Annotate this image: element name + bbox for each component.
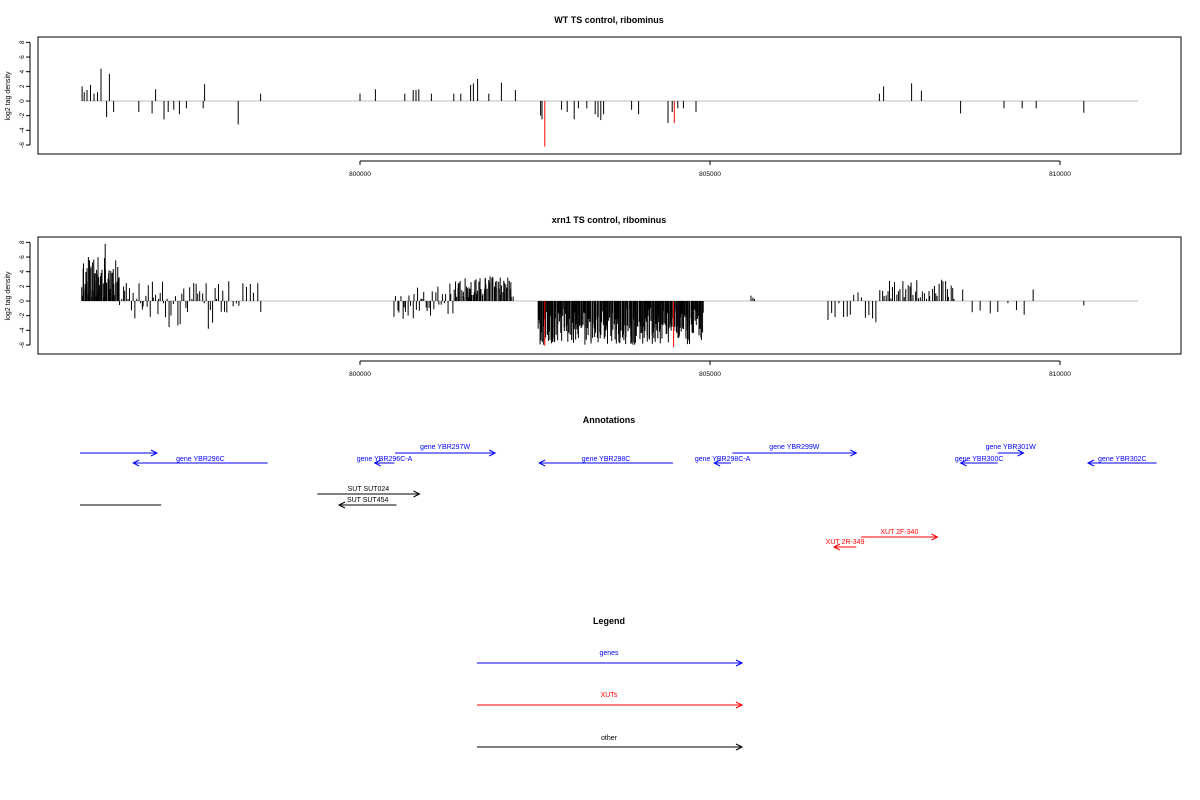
legend-item-xuts: XUTs (477, 692, 744, 709)
annotation-feature: gene YBR296C-A (357, 456, 413, 467)
legend-item-other: other (477, 735, 744, 751)
arrow-head-icon (132, 459, 140, 467)
annotation-feature: gene YBR296C (132, 456, 268, 467)
y-tick-label: 0 (19, 99, 26, 103)
arrow-head-icon (373, 459, 381, 467)
annotation-feature: gene YBR302C (1086, 456, 1157, 467)
legend-label: other (601, 735, 618, 742)
arrow-head-icon (850, 449, 858, 457)
feature-label: SUT SUT454 (347, 497, 389, 504)
panel-title: WT TS control, ribominus (554, 15, 664, 25)
annotations-title: Annotations (583, 415, 636, 425)
x-tick-label: 805000 (699, 171, 721, 178)
plot-frame (37, 236, 1182, 355)
x-tick-label: 810000 (1049, 371, 1071, 378)
annotation-feature: gene YBR297W (395, 444, 497, 457)
features-group: gene YBR296C gene YBR296C-A gene YBR297W ge… (80, 444, 1157, 551)
feature-label: gene YBR298C-A (695, 456, 751, 463)
plot-frame (37, 36, 1182, 155)
y-tick-label: 6 (19, 255, 26, 259)
arrow-head-icon (713, 459, 721, 467)
feature-label: XUT 2F-340 (880, 529, 918, 536)
wt-panel: WT TS control, ribominus log2 tag densit… (5, 15, 1182, 178)
y-tick-label: 8 (19, 240, 26, 244)
feature-label: gene YBR296C (176, 456, 225, 463)
y-tick-label: 6 (19, 55, 26, 59)
feature-label: XUT 2R-349 (826, 539, 865, 546)
arrow-head-icon (1017, 449, 1025, 457)
legend-item-genes: genes (477, 650, 744, 667)
y-axis-ticks: 8 6 4 2 0 -2 -4 -6 (19, 240, 31, 348)
annotation-feature: SUT SUT454 (337, 497, 397, 509)
annotation-feature: gene YBR299W (732, 444, 858, 457)
annotation-feature (80, 449, 159, 457)
legend: Legend genes XUTs other (477, 616, 744, 751)
annotation-feature: gene YBR298C (538, 456, 673, 467)
feature-label: gene YBR301W (986, 444, 1036, 451)
annotation-feature: XUT 2R-349 (826, 539, 865, 551)
y-tick-label: -6 (19, 142, 26, 148)
panel-title: xrn1 TS control, ribominus (552, 215, 667, 225)
y-tick-label: -2 (19, 112, 26, 118)
legend-label: genes (599, 650, 619, 657)
arrow-head-icon (413, 490, 421, 498)
y-tick-label: -6 (19, 342, 26, 348)
x-tick-label: 805000 (699, 371, 721, 378)
feature-label: SUT SUT024 (348, 486, 390, 493)
y-axis-label: log2 tag density (5, 71, 12, 121)
arrow-head-icon (832, 543, 841, 551)
annotation-feature: gene YBR298C-A (695, 456, 751, 467)
y-tick-label: 2 (19, 84, 26, 88)
annotations-track: Annotations gene YBR296C gene YBR296C-Age… (80, 415, 1157, 551)
x-tick-label: 800000 (349, 171, 371, 178)
legend-label: XUTs (601, 692, 618, 699)
y-tick-label: -2 (19, 312, 26, 318)
arrow-head-icon (931, 533, 939, 541)
y-tick-label: 4 (19, 269, 26, 273)
bars-group (81, 68, 1085, 147)
annotation-feature: XUT 2F-340 (861, 529, 939, 541)
y-axis-ticks: 8 6 4 2 0 -2 -4 -6 (19, 40, 31, 148)
annotation-feature: gene YBR300C (955, 456, 1004, 467)
bars-group (81, 243, 1085, 348)
feature-label: gene YBR298C (582, 456, 631, 463)
y-tick-label: 4 (19, 69, 26, 73)
arrow-head-icon (959, 459, 967, 467)
y-axis-label: log2 tag density (5, 271, 12, 321)
feature-label: gene YBR300C (955, 456, 1004, 463)
arrow-head-icon (337, 501, 346, 509)
x-axis-ticks: 800000 805000 810000 (349, 160, 1071, 178)
arrow-head-icon (1086, 459, 1095, 467)
y-tick-label: 0 (19, 299, 26, 303)
y-tick-label: -4 (19, 127, 26, 133)
y-tick-label: 2 (19, 284, 26, 288)
feature-label: gene YBR296C-A (357, 456, 413, 463)
y-tick-label: -4 (19, 327, 26, 333)
annotation-feature: SUT SUT024 (317, 486, 421, 498)
legend-title: Legend (593, 616, 625, 626)
arrow-head-icon (150, 449, 159, 457)
arrow-head-icon (538, 459, 546, 467)
feature-label: gene YBR299W (769, 444, 819, 451)
arrow-head-icon (488, 449, 497, 457)
xrn1-panel: xrn1 TS control, ribominus log2 tag dens… (5, 215, 1182, 378)
arrow-head-icon (735, 701, 744, 709)
arrow-head-icon (735, 743, 744, 751)
y-tick-label: 8 (19, 40, 26, 44)
feature-label: gene YBR302C (1098, 456, 1147, 463)
annotation-feature: gene YBR301W (986, 444, 1036, 457)
x-tick-label: 810000 (1049, 171, 1071, 178)
x-axis-ticks: 800000 805000 810000 (349, 360, 1071, 378)
arrow-head-icon (735, 659, 744, 667)
x-tick-label: 800000 (349, 371, 371, 378)
feature-label: gene YBR297W (420, 444, 470, 451)
